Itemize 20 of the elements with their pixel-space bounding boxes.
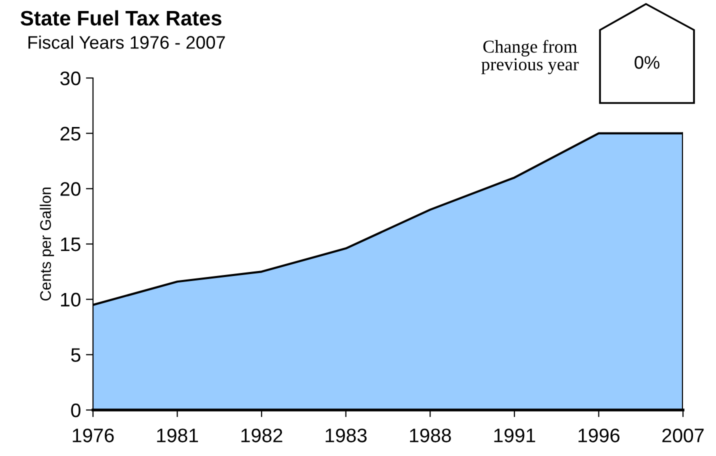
x-tick-label: 1988 <box>410 428 451 442</box>
x-tick-label: 1981 <box>157 428 198 442</box>
y-tick-label: 20 <box>60 182 80 196</box>
y-tick-label: 5 <box>71 348 80 362</box>
y-tick-label: 25 <box>60 126 80 141</box>
text: Change from previous year <box>481 40 579 74</box>
y-tick-label: 0 <box>71 403 80 418</box>
x-tick-label: 1991 <box>494 428 536 442</box>
y-tick-label: 30 <box>60 71 80 86</box>
y-axis-title: Cents per Gallon <box>40 188 54 301</box>
x-tick-label: 1976 <box>72 428 114 442</box>
x-tick-label: 1996 <box>578 428 620 442</box>
x-tick-label: 1982 <box>241 428 282 442</box>
y-tick-label: 10 <box>61 292 80 307</box>
text: 0% <box>634 56 660 69</box>
y-tick-label: 15 <box>61 238 80 252</box>
x-tick-label: 1983 <box>326 428 367 442</box>
chart-title: State Fuel Tax Rates <box>20 10 222 26</box>
chart-subtitle: Fiscal Years 1976 - 2007 <box>28 36 225 49</box>
x-tick-label: 2007 <box>662 428 704 442</box>
